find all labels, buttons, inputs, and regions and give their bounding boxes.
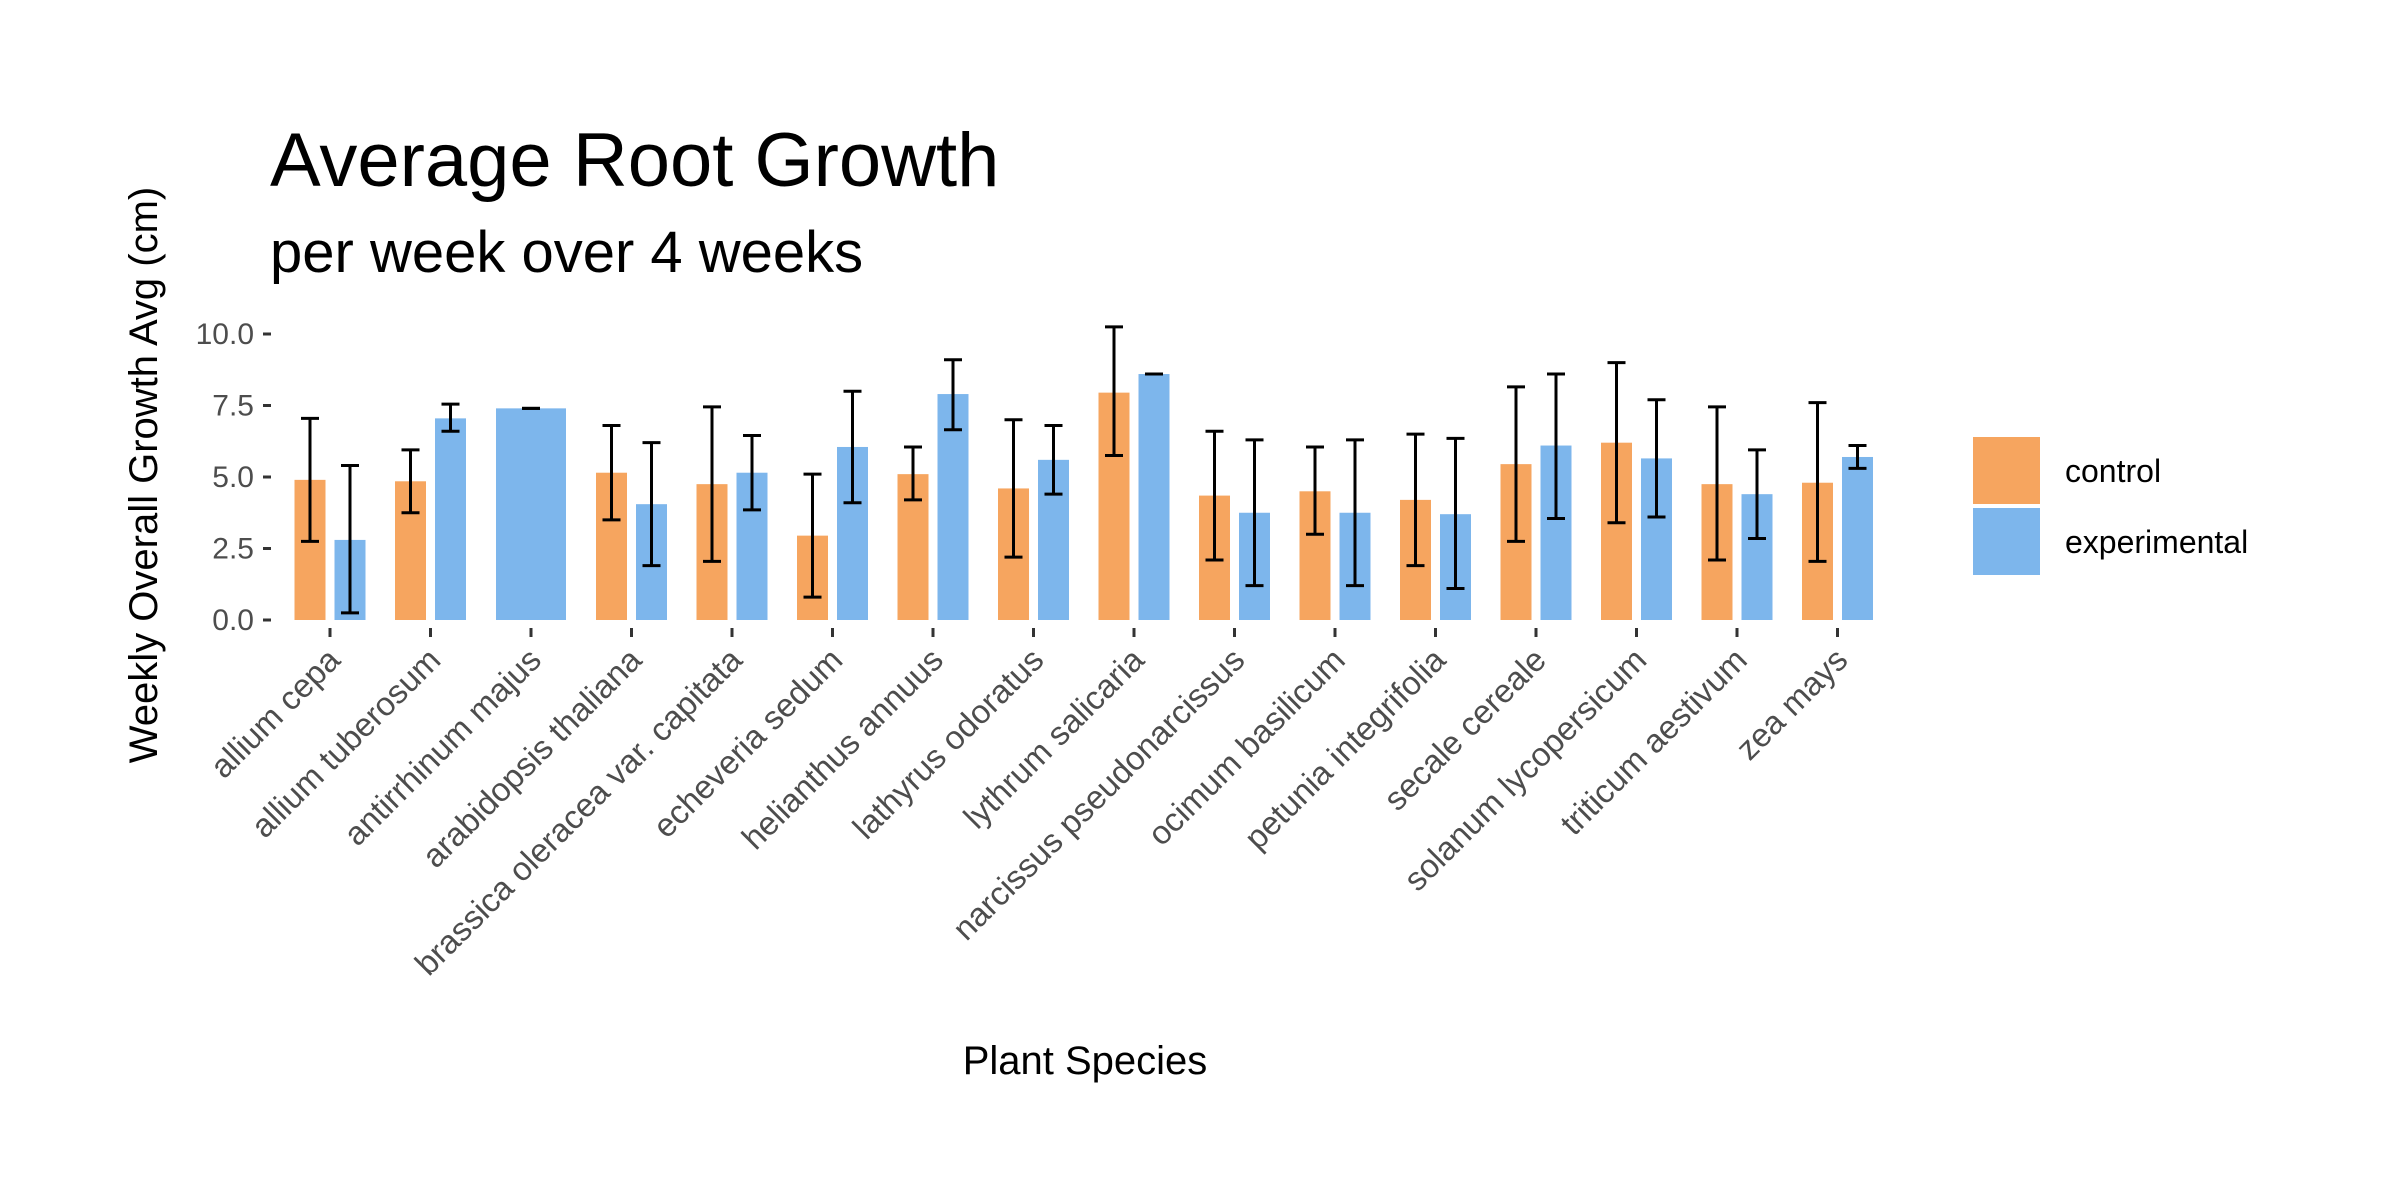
error-bar-experimental	[642, 441, 661, 568]
x-axis-title: Plant Species	[963, 1039, 1208, 1083]
error-bar-control	[602, 424, 621, 522]
bar-experimental	[937, 394, 969, 620]
error-bar-experimental	[1346, 438, 1364, 588]
error-bar-control	[301, 416, 319, 543]
chart-title: Average Root Growth	[270, 118, 999, 203]
error-bar-control	[1808, 401, 1827, 563]
legend-label-control: control	[2065, 453, 2161, 489]
error-bar-experimental	[743, 434, 761, 512]
bars	[294, 374, 1873, 620]
error-bar-experimental	[1748, 448, 1766, 540]
error-bar-control	[401, 448, 420, 515]
error-bar-control	[1507, 385, 1525, 543]
error-bar-control	[803, 472, 822, 599]
y-tick-label: 10.0	[196, 318, 254, 351]
bar-experimental	[496, 408, 566, 620]
error-bar-control	[1205, 429, 1224, 562]
error-bar-experimental	[1547, 372, 1565, 520]
error-bar-experimental	[1245, 438, 1264, 588]
error-bars	[301, 325, 1867, 615]
x-tick-label: triticum aestivum	[1553, 641, 1754, 842]
error-bar-experimental	[1647, 398, 1666, 519]
error-bar-experimental	[1446, 436, 1465, 591]
y-tick-label: 7.5	[212, 390, 254, 423]
y-tick-label: 2.5	[212, 533, 254, 566]
error-bar-control	[1004, 418, 1023, 559]
y-axis: 0.0 2.5 5.0 7.5 10.0	[196, 318, 271, 637]
error-bar-experimental	[441, 402, 460, 433]
error-bar-control	[1306, 445, 1324, 536]
chart-subtitle: per week over 4 weeks	[270, 220, 863, 285]
error-bar-control	[1105, 325, 1123, 458]
legend: control experimental	[1973, 437, 2248, 575]
legend-key-experimental	[1973, 508, 2040, 575]
error-bar-experimental	[341, 464, 359, 615]
x-tick-label: zea mays	[1728, 641, 1854, 767]
bar-experimental	[435, 418, 466, 620]
bar-experimental	[1138, 374, 1170, 620]
x-tick-label: allium tuberosum	[244, 641, 448, 845]
y-tick-label: 5.0	[212, 461, 254, 494]
legend-key-control	[1973, 437, 2040, 504]
bar-experimental	[1842, 456, 1873, 620]
error-bar-control	[904, 445, 922, 502]
error-bar-experimental	[843, 389, 862, 505]
error-bar-experimental	[1044, 424, 1063, 496]
x-tick-label: lythrum salicaria	[956, 640, 1151, 835]
error-bar-control	[1708, 405, 1726, 562]
error-bar-control	[1607, 361, 1626, 525]
error-bar-experimental	[944, 358, 962, 432]
error-bar-control	[1406, 432, 1425, 568]
y-tick-label: 0.0	[212, 604, 254, 637]
x-tick-label: lathyrus odoratus	[845, 641, 1050, 846]
legend-label-experimental: experimental	[2065, 524, 2248, 560]
x-tick-label: echeveria sedum	[646, 641, 850, 845]
y-axis-title: Weekly Overall Growth Avg (cm)	[122, 187, 166, 763]
error-bar-experimental	[1848, 444, 1867, 470]
error-bar-control	[703, 405, 721, 563]
